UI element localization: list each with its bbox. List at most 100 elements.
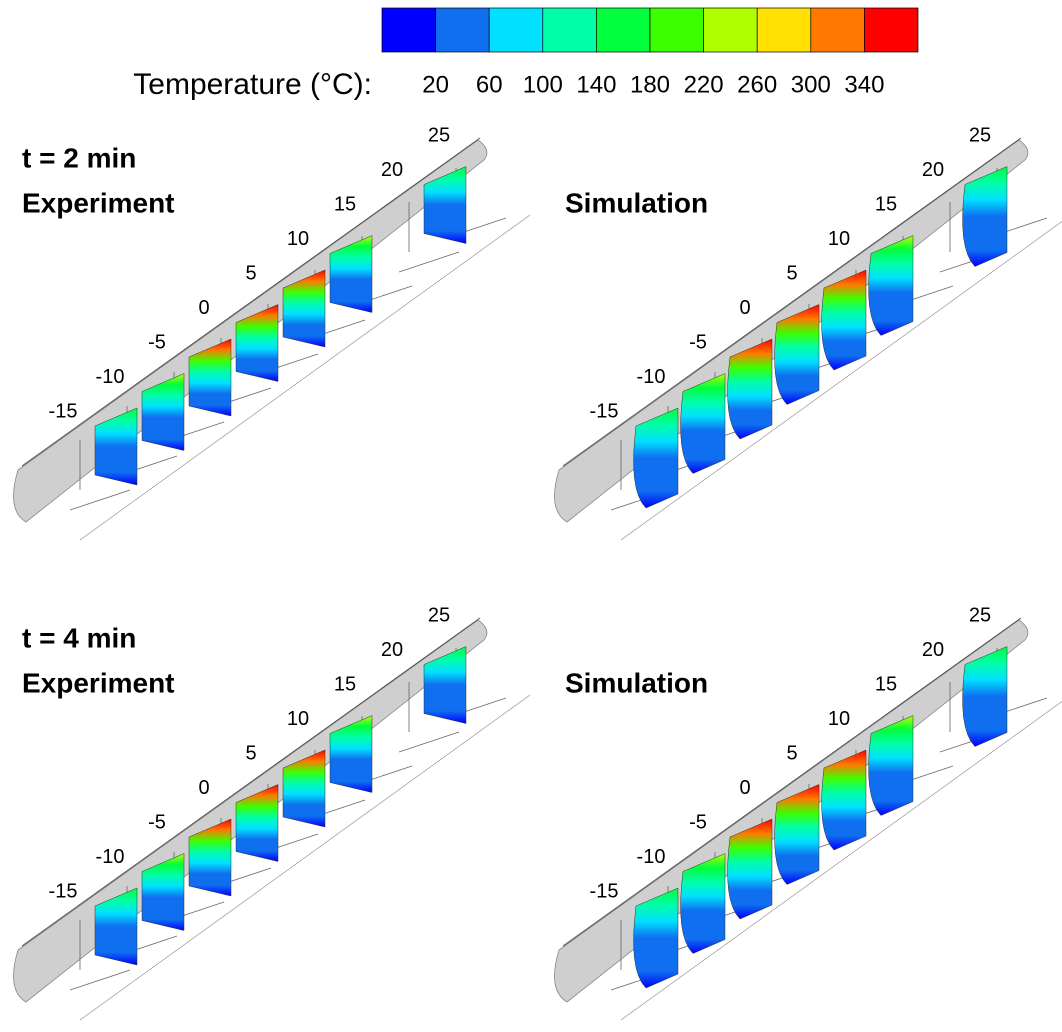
- slice: [329, 715, 373, 793]
- ruler-line: [69, 489, 131, 511]
- ruler-line: [79, 214, 531, 541]
- cylinder-edge: [21, 137, 481, 467]
- position-label: -15: [49, 400, 78, 422]
- slice: [282, 269, 326, 348]
- slice: [680, 853, 726, 954]
- position-label: 20: [922, 159, 944, 181]
- slice: [680, 373, 726, 474]
- position-label: 5: [786, 742, 797, 764]
- slice: [94, 887, 138, 966]
- method-label: Experiment: [22, 187, 175, 218]
- slice: [727, 818, 773, 920]
- slice: [774, 304, 820, 405]
- cylinder-edge: [21, 617, 481, 947]
- position-label: -15: [590, 400, 619, 422]
- slice: [633, 887, 679, 989]
- position-label: -15: [590, 880, 619, 902]
- method-label: Simulation: [565, 187, 708, 218]
- position-label: 15: [875, 193, 897, 215]
- position-label: -5: [689, 331, 707, 353]
- position-label: -5: [148, 811, 166, 833]
- colorbar-band: [488, 7, 544, 53]
- slice: [962, 166, 1008, 267]
- colorbar-band: [703, 7, 758, 53]
- colorbar-band: [381, 7, 436, 53]
- ruler-line: [69, 969, 131, 991]
- slice: [633, 407, 679, 509]
- colorbar-tick-label: 20: [422, 71, 449, 98]
- position-label: -10: [637, 366, 666, 388]
- position-label: 0: [739, 777, 750, 799]
- position-label: 10: [287, 228, 309, 250]
- position-label: -10: [637, 846, 666, 868]
- position-label: -15: [49, 880, 78, 902]
- slice: [774, 784, 820, 885]
- position-label: -10: [96, 366, 125, 388]
- slice: [188, 338, 232, 417]
- position-label: 15: [334, 673, 356, 695]
- position-label: 5: [245, 742, 256, 764]
- ruler-line: [79, 694, 531, 1021]
- panel: t = 4 min Experiment -15 -10 -5 0 5 10 15 20 25: [13, 604, 531, 1021]
- position-label: 0: [739, 297, 750, 319]
- position-label: 15: [875, 673, 897, 695]
- ruler-line: [398, 251, 460, 273]
- colorbar-label: Temperature (°C):: [133, 68, 372, 101]
- position-label: 25: [969, 124, 991, 146]
- position-label: 0: [198, 297, 209, 319]
- slice: [141, 373, 185, 451]
- position-label: 25: [969, 604, 991, 626]
- colorbar-tick-label: 260: [737, 71, 777, 98]
- ruler-line: [398, 731, 460, 753]
- colorbar-tick-label: 140: [576, 71, 616, 98]
- slice: [141, 853, 185, 931]
- position-label: 20: [922, 639, 944, 661]
- ruler-line: [620, 221, 1062, 541]
- position-label: 25: [428, 124, 450, 146]
- position-label: -10: [96, 846, 125, 868]
- panel: Simulation -15 -10 -5 0 5 10 15 20 25: [554, 124, 1062, 541]
- colorbar-tick-label: 100: [523, 71, 563, 98]
- slice: [821, 269, 867, 371]
- position-label: 25: [428, 604, 450, 626]
- slice: [868, 235, 914, 336]
- position-label: 0: [198, 777, 209, 799]
- position-label: 15: [334, 193, 356, 215]
- slice: [727, 338, 773, 440]
- position-label: -5: [689, 811, 707, 833]
- slice: [423, 646, 467, 724]
- colorbar-band: [810, 7, 865, 53]
- slice: [868, 715, 914, 816]
- slice: [188, 818, 232, 897]
- slice: [282, 749, 326, 828]
- method-label: Simulation: [565, 667, 708, 698]
- colorbar-tick-label: 180: [630, 71, 670, 98]
- colorbar-band: [596, 7, 651, 53]
- position-label: 5: [786, 262, 797, 284]
- colorbar-band: [756, 7, 812, 53]
- colorbar-band: [649, 7, 704, 53]
- position-label: 10: [828, 228, 850, 250]
- colorbar-band: [435, 7, 490, 53]
- panel: Simulation -15 -10 -5 0 5 10 15 20 25: [554, 604, 1062, 1021]
- slice: [962, 646, 1008, 747]
- colorbar-tick-label: 340: [844, 71, 884, 98]
- position-label: 20: [381, 159, 403, 181]
- slice: [329, 235, 373, 313]
- slice: [235, 304, 279, 382]
- ruler-line: [620, 701, 1062, 1021]
- position-label: 5: [245, 262, 256, 284]
- time-label: t = 4 min: [22, 622, 136, 653]
- time-label: t = 2 min: [22, 142, 136, 173]
- colorbar-band: [542, 7, 597, 53]
- cylinder-edge: [562, 617, 1022, 947]
- slice: [821, 749, 867, 851]
- colorbar-band: [864, 7, 919, 53]
- position-label: 10: [828, 708, 850, 730]
- position-label: -5: [148, 331, 166, 353]
- colorbar-tick-label: 220: [684, 71, 724, 98]
- position-label: 10: [287, 708, 309, 730]
- slice: [235, 784, 279, 862]
- cylinder-edge: [562, 137, 1022, 467]
